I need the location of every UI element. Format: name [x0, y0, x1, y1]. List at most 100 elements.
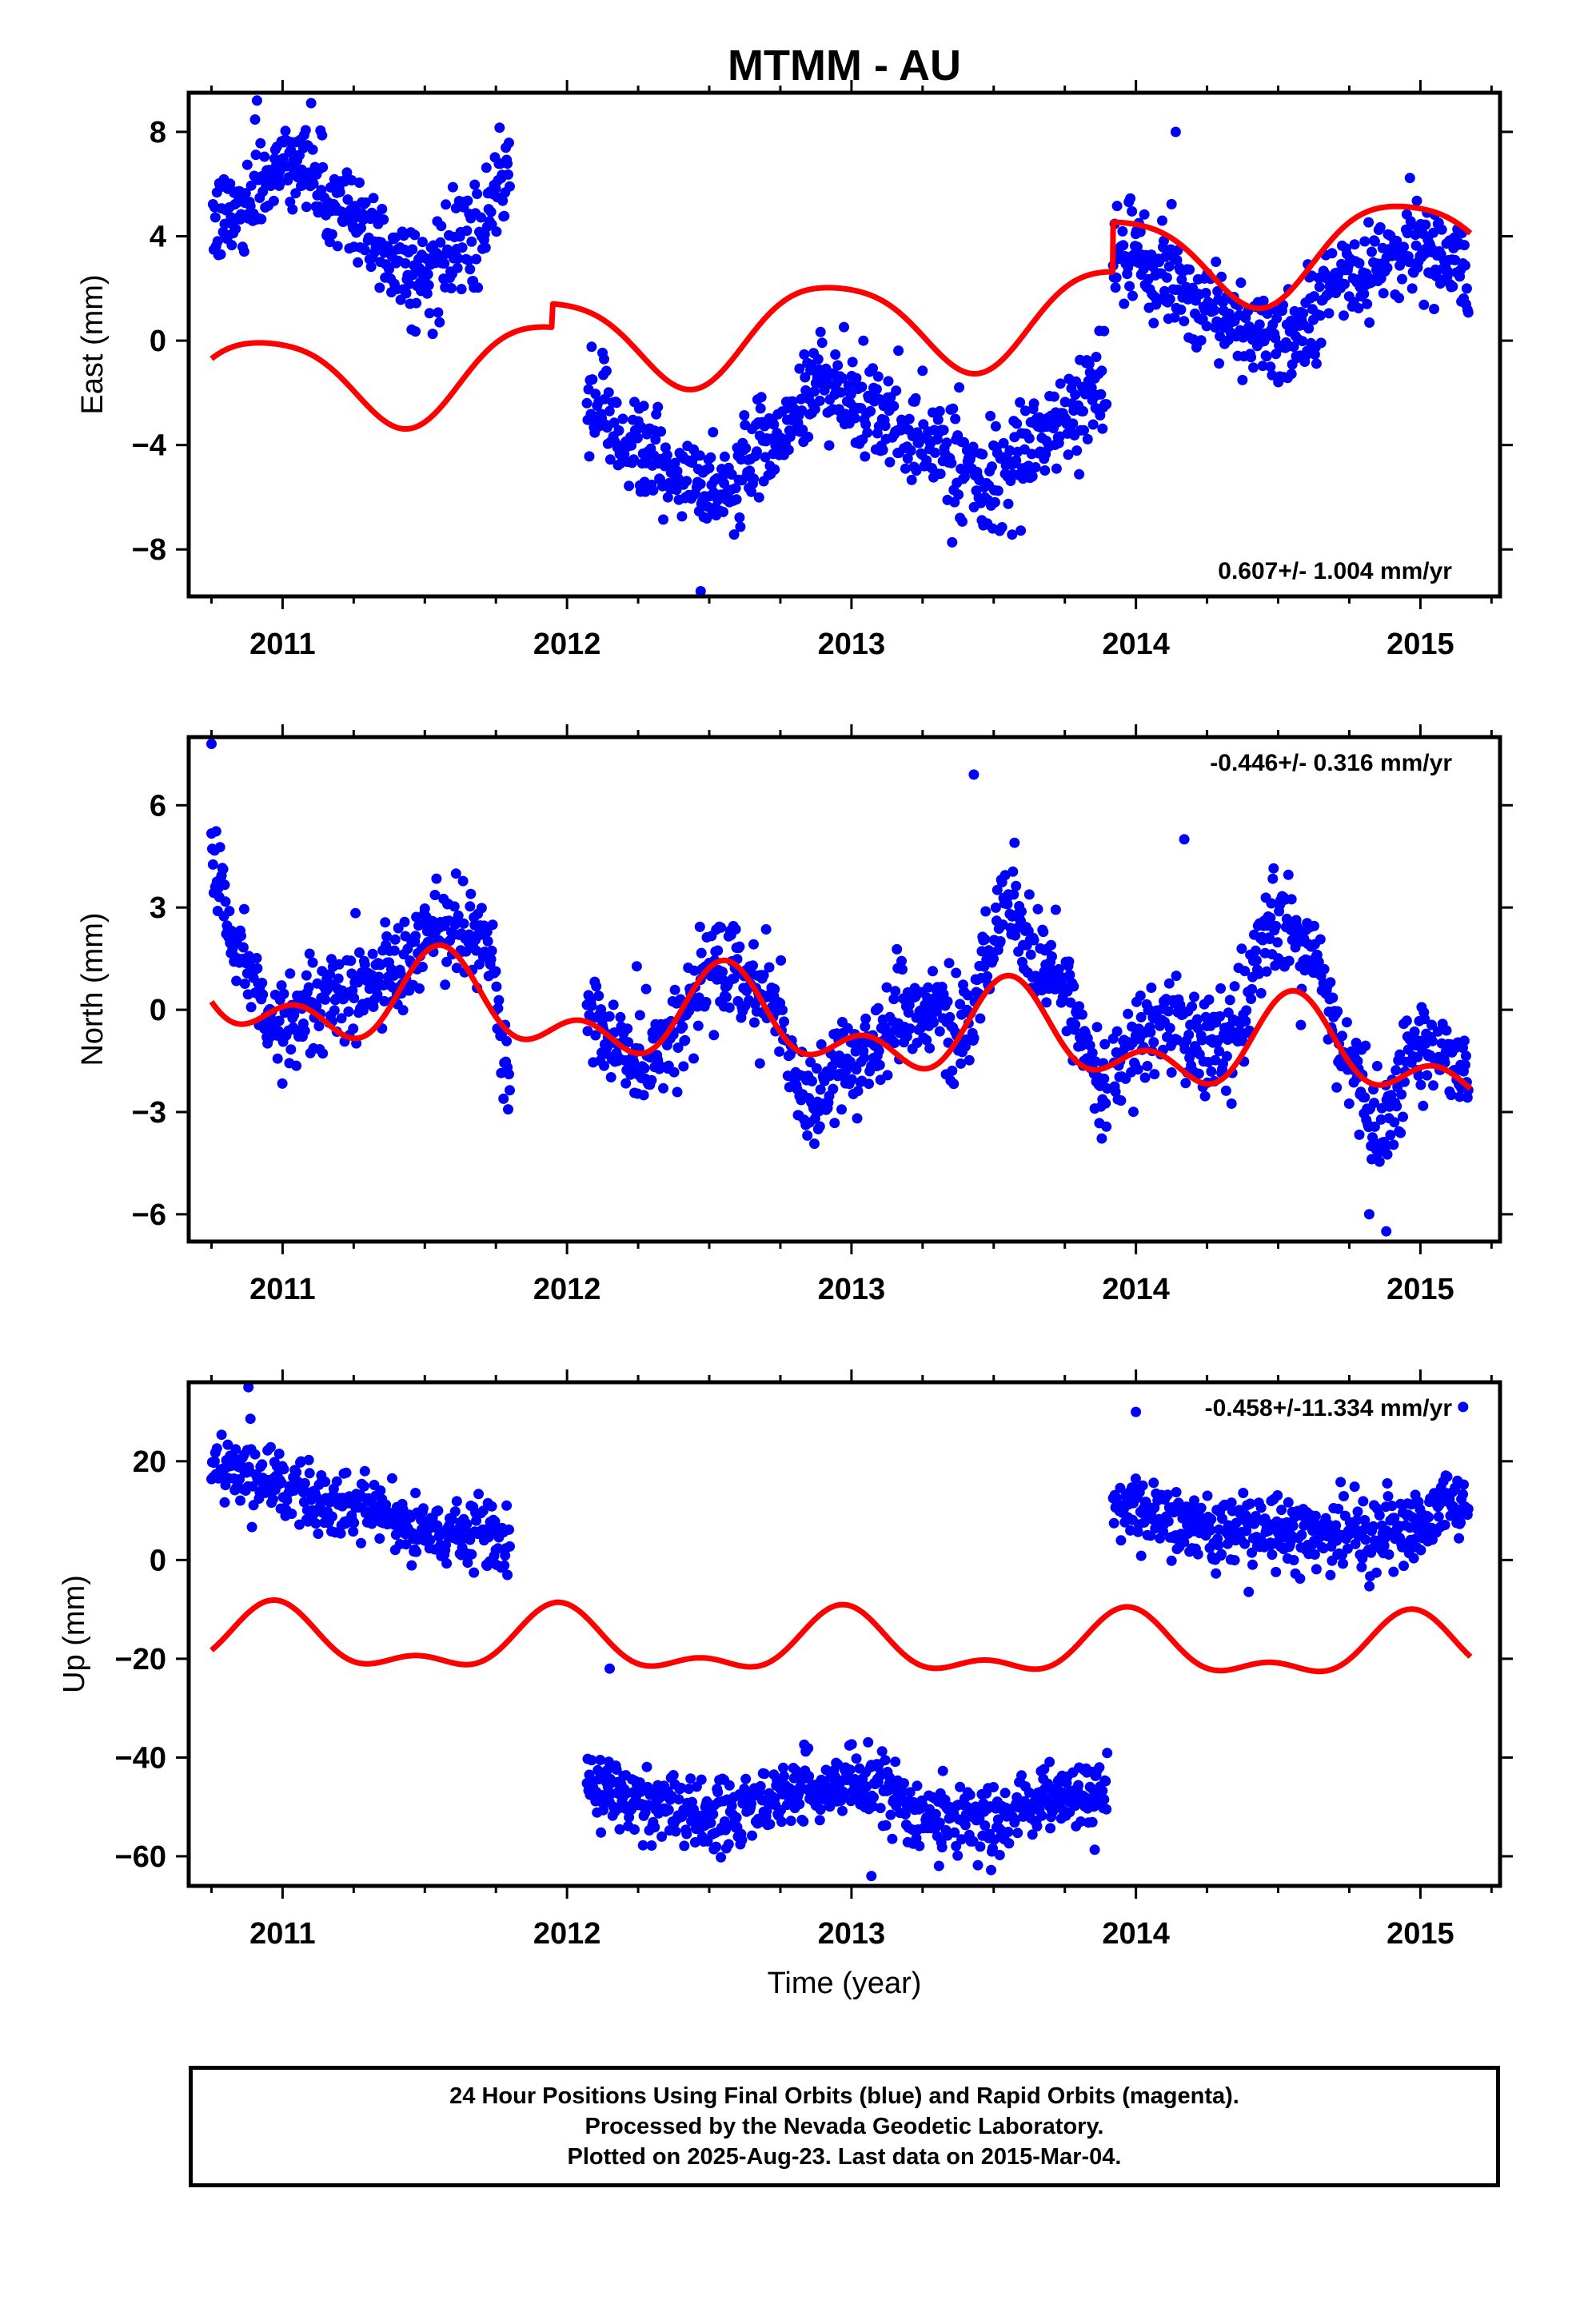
- data-point: [348, 1526, 359, 1537]
- data-point: [1398, 1561, 1409, 1572]
- data-point: [499, 210, 510, 221]
- data-point: [307, 144, 318, 155]
- data-point: [1246, 994, 1257, 1004]
- data-point: [932, 414, 944, 425]
- data-point: [731, 494, 742, 505]
- data-point: [490, 966, 501, 977]
- data-point: [1216, 1549, 1227, 1560]
- data-point: [1135, 226, 1146, 237]
- data-point: [504, 1069, 514, 1080]
- data-point: [1250, 1511, 1261, 1521]
- data-point: [692, 1020, 704, 1031]
- data-point: [1215, 983, 1227, 994]
- data-point: [705, 1817, 716, 1828]
- data-point: [320, 994, 331, 1005]
- data-point: [959, 436, 969, 448]
- data-point: [1409, 1534, 1420, 1545]
- data-point: [604, 454, 616, 465]
- data-point: [230, 223, 241, 234]
- data-point: [1455, 1517, 1466, 1529]
- data-point: [1082, 433, 1093, 444]
- data-point: [711, 1841, 722, 1852]
- data-point: [1442, 1471, 1453, 1482]
- data-point: [379, 995, 390, 1007]
- data-point: [239, 979, 250, 989]
- data-point: [410, 326, 421, 337]
- x-tick-label: 2011: [249, 1273, 315, 1306]
- data-point: [487, 919, 498, 931]
- x-tick-label: 2013: [818, 1917, 886, 1951]
- data-point: [257, 1459, 268, 1470]
- data-point: [1087, 419, 1099, 430]
- data-point: [712, 945, 724, 956]
- data-point: [992, 1814, 1003, 1825]
- data-point: [934, 1026, 945, 1037]
- x-tick-label: 2011: [249, 628, 315, 661]
- data-point: [624, 480, 635, 492]
- data-point: [868, 1800, 878, 1812]
- data-point: [1016, 906, 1027, 917]
- data-point: [1426, 1019, 1437, 1030]
- data-point: [681, 476, 692, 487]
- data-point: [1222, 1538, 1233, 1549]
- data-point: [336, 1013, 347, 1024]
- data-point: [1382, 1491, 1394, 1502]
- data-point: [912, 1780, 923, 1792]
- data-point: [1390, 1065, 1402, 1076]
- data-point: [287, 204, 298, 215]
- data-point: [380, 917, 391, 928]
- y-tick-label: 0: [150, 1544, 166, 1577]
- data-point: [1359, 236, 1371, 247]
- data-point: [439, 258, 450, 269]
- data-point: [591, 981, 602, 992]
- data-point: [615, 1011, 626, 1022]
- data-point: [1363, 217, 1375, 228]
- data-point: [1367, 1154, 1377, 1165]
- data-point: [1139, 1072, 1151, 1083]
- data-point: [685, 1773, 696, 1784]
- data-point: [359, 1465, 370, 1477]
- data-point: [1353, 303, 1364, 313]
- data-point: [469, 179, 481, 190]
- data-point: [1145, 1026, 1156, 1038]
- data-point: [704, 463, 715, 473]
- data-point: [661, 449, 672, 460]
- y-tick-label: 3: [150, 891, 166, 925]
- data-point: [1030, 462, 1041, 472]
- data-point: [1045, 1823, 1056, 1834]
- data-point: [389, 934, 401, 945]
- data-point: [955, 999, 966, 1010]
- data-point: [785, 1816, 796, 1827]
- data-point: [1253, 968, 1264, 979]
- data-point: [450, 868, 461, 879]
- data-point: [631, 961, 642, 972]
- data-point: [225, 178, 236, 189]
- data-point: [863, 1736, 874, 1748]
- panel-3: 2011 2012 2013 2014 2015 −60 −40 −20 0 20 Up (mm) T…: [58, 1369, 1513, 2000]
- data-point: [1135, 1550, 1147, 1561]
- data-point: [409, 229, 421, 241]
- data-point: [812, 353, 824, 365]
- data-point: [865, 405, 876, 417]
- data-point: [360, 197, 371, 208]
- data-point: [1015, 525, 1027, 536]
- data-point: [1302, 345, 1313, 357]
- data-point: [1135, 991, 1146, 1001]
- data-point: [964, 1054, 975, 1066]
- data-point: [600, 365, 612, 377]
- data-point: [1458, 1035, 1470, 1046]
- data-point: [914, 1840, 925, 1852]
- data-point: [980, 1820, 991, 1831]
- data-point: [457, 242, 468, 253]
- data-point: [210, 826, 221, 837]
- data-point: [356, 222, 366, 233]
- data-point: [887, 1833, 898, 1844]
- data-point: [1101, 399, 1112, 410]
- data-point: [975, 1013, 986, 1024]
- data-point: [1362, 298, 1373, 309]
- data-point: [893, 345, 904, 357]
- data-point: [1206, 1513, 1217, 1525]
- data-point: [1459, 260, 1470, 271]
- data-point: [212, 236, 223, 247]
- data-point: [1462, 307, 1474, 318]
